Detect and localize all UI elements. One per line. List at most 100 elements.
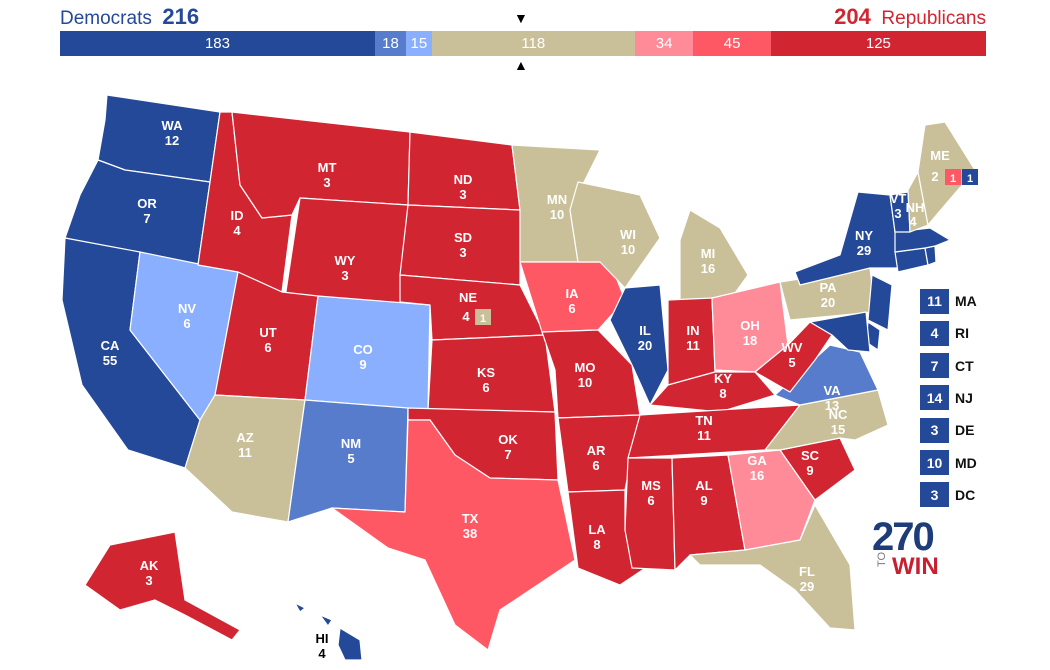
ne-item-dc[interactable]: 3 DC — [920, 482, 975, 508]
ev-il: 20 — [638, 338, 652, 353]
ev-hi: 4 — [318, 646, 326, 661]
democrats-count: 216 — [162, 4, 200, 29]
state-MD[interactable] — [809, 311, 871, 353]
ev-tn: 11 — [697, 428, 711, 443]
ne-ev-box: 7 — [920, 353, 949, 379]
ev-ak: 3 — [145, 573, 152, 588]
label-ne: NE — [459, 290, 477, 305]
ev-ny: 29 — [857, 243, 871, 258]
ev-mo: 10 — [578, 375, 592, 390]
bar-segment-lean-d: 15 — [405, 31, 432, 56]
ev-ar: 6 — [592, 458, 599, 473]
label-tn: TN — [695, 413, 712, 428]
me-district-value-d: 1 — [967, 173, 973, 185]
ne-item-de[interactable]: 3 DE — [920, 417, 974, 443]
ne-item-ri[interactable]: 4 RI — [920, 320, 969, 346]
label-nv: NV — [178, 301, 196, 316]
bar-segment-lean-r: 34 — [634, 31, 694, 56]
label-la: LA — [588, 522, 606, 537]
electoral-vote-bar: 183 18 15 118 34 45 125 — [60, 31, 986, 56]
ne-item-md[interactable]: 10 MD — [920, 450, 977, 476]
label-tx: TX — [462, 511, 479, 526]
ne-item-ct[interactable]: 7 CT — [920, 353, 974, 379]
label-mi: MI — [701, 246, 715, 261]
ev-mn: 10 — [550, 207, 564, 222]
ev-ky: 8 — [719, 386, 726, 401]
ev-wv: 5 — [788, 355, 795, 370]
label-ok: OK — [498, 432, 518, 447]
label-sc: SC — [801, 448, 820, 463]
ev-mi: 16 — [701, 261, 715, 276]
ev-ms: 6 — [647, 493, 654, 508]
label-oh: OH — [740, 318, 760, 333]
label-hi: HI — [316, 631, 329, 646]
label-ny: NY — [855, 228, 873, 243]
label-nd: ND — [454, 172, 473, 187]
bar-segment-likely-r: 45 — [693, 31, 771, 56]
state-GA[interactable] — [727, 449, 816, 551]
ev-sc: 9 — [806, 463, 813, 478]
label-co: CO — [353, 342, 373, 357]
label-ky: KY — [714, 371, 732, 386]
label-va: VA — [823, 383, 841, 398]
ne-ev-box: 10 — [920, 450, 949, 475]
label-az: AZ — [236, 430, 253, 445]
label-mo: MO — [575, 360, 596, 375]
label-ak: AK — [140, 558, 159, 573]
ne-item-ma[interactable]: 11 MA — [920, 288, 977, 314]
ne-abbr: DE — [955, 422, 975, 439]
state-MS[interactable] — [624, 457, 676, 571]
me-district-box-r — [945, 169, 961, 185]
ev-nv: 6 — [183, 316, 190, 331]
270towin-logo: 270 TO WIN — [872, 515, 939, 580]
bar-segment-tossup: 118 — [431, 31, 635, 56]
ev-id: 4 — [233, 223, 241, 238]
midpoint-marker-bottom: ▲ — [514, 57, 528, 73]
label-fl: FL — [799, 564, 815, 579]
state-NJ[interactable] — [867, 274, 893, 331]
logo-to: TO — [876, 551, 888, 567]
ne-item-nj[interactable]: 14 NJ — [920, 385, 973, 411]
ne-abbr: RI — [955, 325, 969, 342]
ev-nc: 15 — [831, 422, 845, 437]
ev-vt: 3 — [894, 206, 901, 221]
label-ga: GA — [747, 453, 767, 468]
bar-segment-safe-r: 125 — [770, 31, 986, 56]
label-in: IN — [687, 323, 700, 338]
democrats-total: Democrats 216 — [60, 4, 199, 30]
ev-wy: 3 — [341, 268, 348, 283]
ev-az: 11 — [238, 445, 252, 460]
ev-ut: 6 — [264, 340, 271, 355]
state-AK[interactable] — [84, 531, 241, 641]
label-mt: MT — [318, 160, 337, 175]
republicans-label: Republicans — [881, 8, 986, 29]
ev-ia: 6 — [568, 301, 575, 316]
state-WI[interactable] — [569, 181, 661, 289]
ev-nm: 5 — [347, 451, 354, 466]
ne-district-value: 1 — [480, 313, 486, 325]
state-MA[interactable] — [894, 227, 951, 253]
district-boxes: 1 1 1 — [475, 169, 978, 325]
state-HI[interactable] — [294, 602, 363, 661]
ne-abbr: MD — [955, 454, 977, 471]
ne-abbr: MA — [955, 293, 977, 309]
state-VA[interactable] — [774, 344, 879, 406]
ev-mt: 3 — [323, 175, 330, 190]
label-or: OR — [137, 196, 157, 211]
label-wi: WI — [620, 227, 636, 242]
state-TX[interactable] — [331, 419, 576, 651]
ne-district-box — [475, 309, 491, 325]
ev-co: 9 — [359, 357, 366, 372]
ne-abbr: CT — [955, 357, 974, 374]
state-NY[interactable] — [794, 191, 901, 286]
ev-la: 8 — [593, 537, 600, 552]
us-map: WA12OR7CA55NV6ID4MT3WY3UT6AZ11CO9NM5ND3S… — [61, 94, 978, 661]
label-me: ME — [930, 148, 950, 163]
label-ms: MS — [641, 478, 661, 493]
label-mn: MN — [547, 192, 567, 207]
ev-ca: 55 — [103, 353, 117, 368]
ev-ks: 6 — [482, 380, 489, 395]
ev-pa: 20 — [821, 295, 835, 310]
state-FL[interactable] — [689, 504, 856, 631]
democrats-label: Democrats — [60, 8, 152, 29]
